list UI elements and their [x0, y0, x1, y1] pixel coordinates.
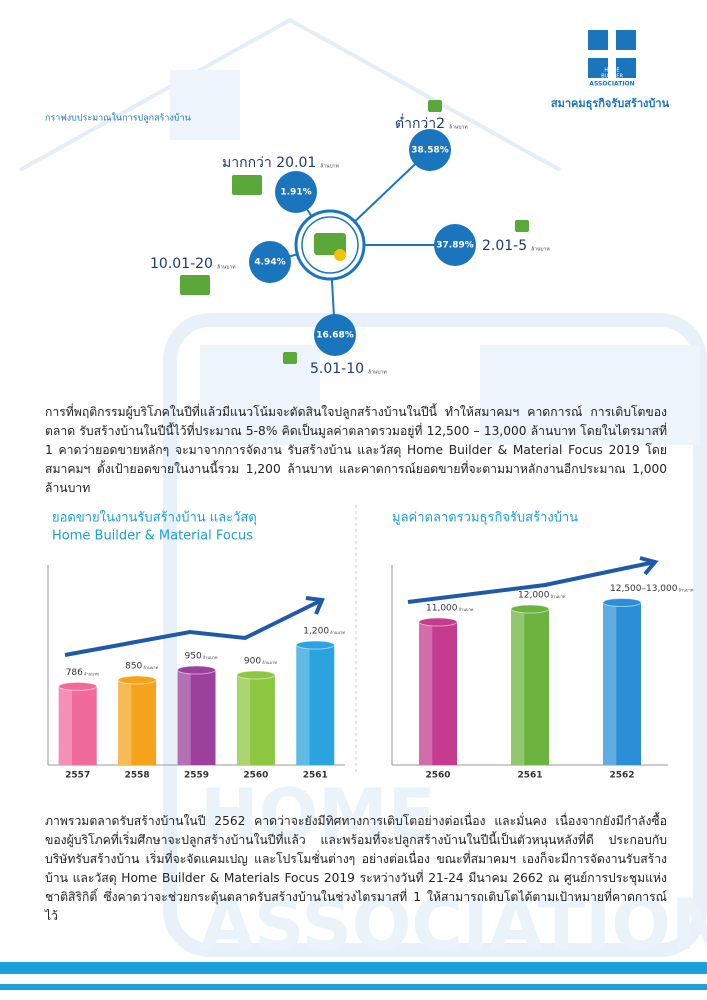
- bar: [58, 686, 97, 765]
- bar: [511, 609, 549, 765]
- x-tick-label: 2558: [125, 771, 150, 781]
- unit-label: ล้านบาท: [368, 369, 387, 376]
- bar-top: [177, 665, 216, 675]
- chart-title: มูลค่าตลาดรวมธุรกิจรับสร้างบ้าน: [392, 511, 578, 526]
- x-tick-label: 2560: [243, 771, 268, 781]
- bar-shade: [511, 609, 525, 765]
- value-label: 950: [185, 652, 202, 662]
- svg-text:HOME: HOME: [200, 774, 436, 856]
- chart-subtitle: Home Builder & Material Focus: [52, 529, 253, 544]
- money-icon: [515, 220, 529, 232]
- logo-text: ASSOCIATION: [589, 81, 634, 88]
- bar-top: [58, 681, 98, 691]
- trend-arrows: [64, 556, 659, 657]
- bar: [236, 675, 275, 765]
- x-tick-label: 2557: [65, 771, 90, 781]
- value-label: 12,500–13,000: [610, 584, 678, 594]
- x-tick-label: 2560: [425, 771, 450, 781]
- x-tick-label: 2561: [303, 771, 328, 781]
- footer-band: [0, 962, 707, 974]
- share-label: 4.94%: [254, 258, 285, 268]
- paragraph: ภาพรวมตลาดรับสร้างบ้านในปี 2562 คาดว่าจะ…: [45, 814, 667, 923]
- value-label: 900: [244, 657, 261, 667]
- svg-text:ASSOCIATION: ASSOCIATION: [200, 884, 707, 966]
- budget-label: 5.01-10: [310, 361, 364, 377]
- bar-top: [510, 604, 550, 614]
- bar-shade: [419, 622, 433, 765]
- unit-label: ล้านบาท: [449, 124, 468, 131]
- x-tick-label: 2561: [517, 771, 542, 781]
- value-label: 850: [125, 662, 142, 672]
- bar-top: [418, 617, 458, 627]
- unit-label: ล้านบาท: [262, 660, 277, 665]
- share-bubble: [275, 171, 317, 213]
- bar: [118, 680, 157, 765]
- share-label: 1.91%: [280, 188, 311, 198]
- unit-label: ล้านบาท: [217, 264, 236, 271]
- chart-title: ยอดขายในงานรับสร้างบ้าน และวัสดุ: [52, 510, 257, 526]
- bar: [177, 670, 216, 765]
- money-icon: [428, 100, 442, 112]
- bar-top: [236, 670, 276, 680]
- share-bubble: [434, 224, 476, 266]
- bar-shade: [296, 645, 310, 765]
- logo-text: BUILDER: [601, 74, 623, 80]
- unit-label: ล้านบาท: [531, 246, 550, 253]
- paragraph: การที่พฤติกรรมผู้บริโภคในปีที่แล้วมีแนวโ…: [45, 405, 667, 495]
- value-label: 12,000: [518, 591, 550, 601]
- bar-shade: [118, 680, 132, 765]
- value-label: 1,200: [303, 627, 329, 637]
- unit-label: ล้านบาท: [84, 671, 99, 676]
- money-icon: [283, 352, 297, 364]
- coin-icon: [334, 249, 346, 261]
- footer-band: [0, 984, 707, 990]
- value-label: 11,000: [426, 604, 458, 614]
- money-icon: [180, 275, 210, 295]
- budget-label: ต่ำกว่า2: [395, 114, 445, 132]
- x-tick-label: 2559: [184, 771, 209, 781]
- bar-shade: [58, 686, 72, 765]
- share-label: 16.68%: [316, 331, 354, 341]
- background-decor: HOME ASSOCIATION: [19, 17, 707, 966]
- value-label: 786: [66, 668, 83, 678]
- bar: [603, 602, 641, 765]
- bar-shade: [236, 675, 251, 765]
- unit-label: ล้านบาท: [203, 655, 218, 660]
- logo-text: HOME: [604, 68, 619, 74]
- diagram-title: กราฟงบประมาณในการปลูกสร้างบ้าน: [45, 113, 191, 124]
- bar-shade: [177, 670, 191, 765]
- unit-label: ล้านบาท: [330, 630, 345, 635]
- unit-label: ล้านบาท: [551, 594, 566, 599]
- budget-label: 10.01-20: [150, 256, 213, 272]
- budget-label: มากกว่า 20.01: [222, 155, 316, 171]
- bar-top: [602, 598, 642, 607]
- share-bubble: [249, 241, 291, 283]
- unit-label: ล้านบาท: [320, 163, 339, 170]
- unit-label: ล้านบาท: [143, 665, 158, 670]
- logo: HOME BUILDER ASSOCIATION: [588, 30, 636, 88]
- share-label: 38.58%: [411, 146, 449, 156]
- bar-top: [117, 675, 157, 685]
- org-name: สมาคมธุรกิจรับสร้างบ้าน: [551, 97, 670, 111]
- unit-label: ล้านบาท: [678, 588, 693, 593]
- money-icon: [232, 175, 262, 195]
- bar: [419, 622, 457, 765]
- share-bubble: [314, 314, 356, 356]
- budget-label: 2.01-5: [482, 238, 527, 254]
- x-tick-label: 2562: [609, 771, 634, 781]
- bar-shade: [603, 602, 617, 765]
- share-bubble: [409, 129, 451, 171]
- bar-top: [295, 640, 335, 650]
- share-label: 37.89%: [436, 241, 474, 251]
- bar: [296, 645, 335, 765]
- unit-label: ล้านบาท: [459, 607, 474, 612]
